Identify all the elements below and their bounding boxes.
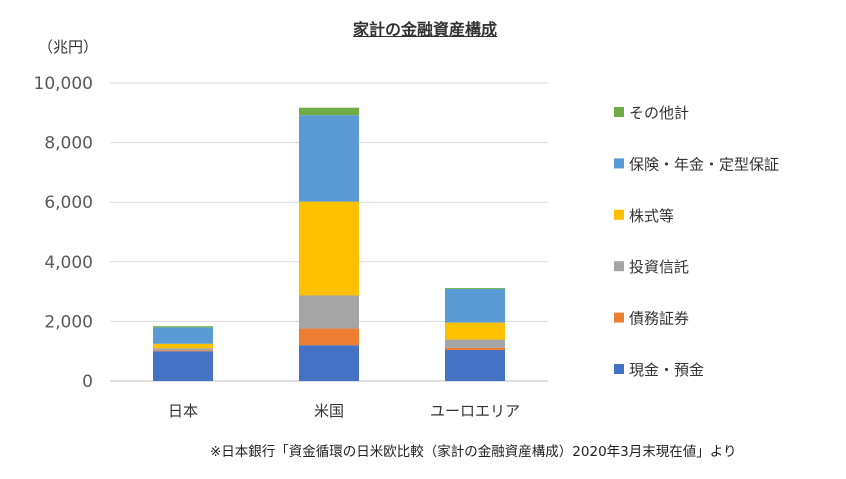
y-tick-label: 0 bbox=[82, 372, 93, 392]
bar-segment bbox=[153, 348, 213, 351]
bar-segment bbox=[445, 339, 505, 348]
bar-segment bbox=[299, 295, 359, 329]
legend-label: その他計 bbox=[629, 104, 689, 122]
legend-swatch bbox=[614, 261, 624, 272]
bar-segment bbox=[299, 107, 359, 116]
legend-label: 投資信託 bbox=[629, 258, 689, 276]
source-note: ※日本銀行「資金循環の日米欧比較（家計の金融資産構成）2020年3月末現在値」よ… bbox=[210, 444, 737, 460]
y-tick-label: 10,000 bbox=[34, 74, 93, 94]
y-tick-label: 4,000 bbox=[44, 253, 93, 273]
bar-segment bbox=[299, 201, 359, 296]
bar-segment bbox=[445, 347, 505, 351]
bar-segment bbox=[153, 351, 213, 381]
legend-label: 債務証券 bbox=[629, 310, 689, 328]
bar-segment bbox=[153, 326, 213, 328]
y-tick-label: 6,000 bbox=[44, 193, 93, 213]
y-tick-label: 8,000 bbox=[44, 134, 93, 154]
bar-segment bbox=[445, 288, 505, 323]
legend-label: 現金・預金 bbox=[629, 361, 704, 379]
bar-segment bbox=[299, 345, 359, 381]
chart-title: 家計の金融資産構成 bbox=[352, 20, 497, 39]
bar-segment bbox=[153, 327, 213, 344]
x-tick-label: 米国 bbox=[314, 402, 344, 420]
x-tick-label: ユーロエリア bbox=[430, 402, 520, 420]
y-axis-unit-label: （兆円） bbox=[38, 38, 99, 56]
legend-swatch bbox=[614, 158, 624, 169]
bar-segment bbox=[445, 288, 505, 289]
legend-swatch bbox=[614, 209, 624, 220]
legend-swatch bbox=[614, 312, 624, 323]
bar-segment bbox=[299, 115, 359, 202]
legend-swatch bbox=[614, 364, 624, 374]
x-tick-label: 日本 bbox=[168, 402, 198, 420]
bar-segment bbox=[445, 350, 505, 381]
y-tick-label: 2,000 bbox=[44, 312, 93, 332]
bar-segment bbox=[299, 328, 359, 346]
bar-segment bbox=[445, 322, 505, 340]
legend-label: 株式等 bbox=[629, 207, 674, 225]
bar-segment bbox=[153, 343, 213, 349]
legend-swatch bbox=[614, 107, 624, 117]
bar-segment bbox=[153, 350, 213, 352]
legend-label: 保険・年金・定型保証 bbox=[629, 155, 779, 173]
